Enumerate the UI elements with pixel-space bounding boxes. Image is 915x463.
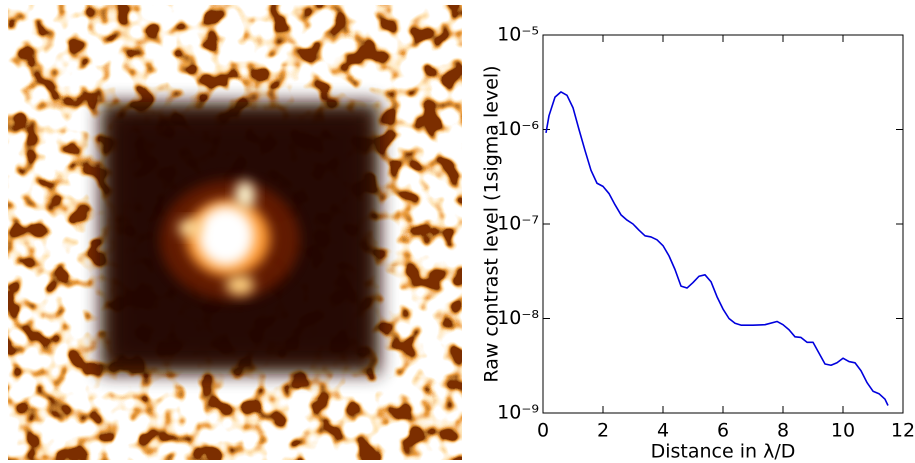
x-tick-label: 6 [717, 420, 729, 442]
y-tick-label: 10⁻⁷ [497, 213, 539, 235]
x-tick-label: 0 [537, 420, 549, 442]
y-axis-label: Raw contrast level (1sigma level) [481, 65, 503, 382]
data-line [545, 91, 889, 406]
y-tick-label: 10⁻⁵ [497, 24, 539, 46]
coronagraph-image [8, 5, 462, 460]
x-tick-label: 12 [891, 420, 915, 442]
x-tick-label: 10 [831, 420, 855, 442]
plot-frame [542, 34, 904, 414]
x-tick-label: 2 [597, 420, 609, 442]
x-tick-label: 8 [777, 420, 789, 442]
y-tick-label: 10⁻⁹ [497, 402, 539, 424]
x-axis-label: Distance in λ/D [651, 441, 796, 463]
y-tick-label: 10⁻⁶ [497, 118, 539, 140]
y-tick-label: 10⁻⁸ [497, 307, 539, 329]
x-tick-label: 4 [657, 420, 669, 442]
